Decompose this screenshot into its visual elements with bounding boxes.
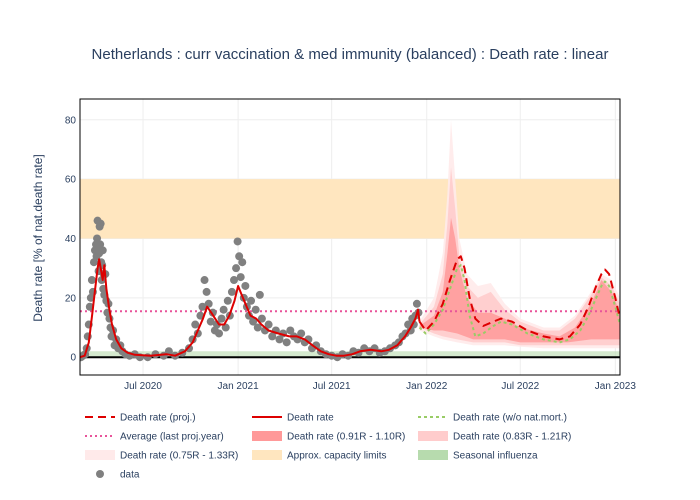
legend-label: Death rate (0.91R - 1.10R)	[287, 432, 405, 443]
plot-content	[80, 119, 620, 362]
legend-label: Seasonal influenza	[453, 451, 538, 462]
data-point	[164, 347, 173, 356]
legend-item: Death rate	[252, 413, 334, 424]
legend-swatch	[96, 470, 104, 478]
y-tick-label: 40	[65, 234, 77, 245]
legend-item: Death rate (0.91R - 1.10R)	[252, 431, 405, 443]
data-point	[249, 317, 258, 326]
data-point	[233, 237, 242, 246]
data-point	[215, 329, 224, 338]
data-point	[217, 314, 226, 323]
death-rate-line	[80, 258, 421, 359]
data-point	[202, 287, 211, 296]
y-axis-label: Death rate [% of nat.death rate]	[31, 154, 45, 321]
legend-item: Death rate (0.83R - 1.21R)	[418, 431, 571, 443]
data-point	[232, 264, 241, 273]
y-tick-label: 20	[65, 293, 77, 304]
data-point	[235, 252, 244, 261]
legend-item: data	[96, 470, 140, 481]
x-tick-label: Jan 2022	[406, 381, 448, 392]
data-point	[297, 329, 306, 338]
data-point	[212, 320, 221, 329]
data-point	[264, 320, 273, 329]
y-tick-label: 80	[65, 115, 77, 126]
legend-label: Death rate (proj.)	[120, 413, 196, 424]
data-point	[204, 299, 213, 308]
legend-label: Approx. capacity limits	[287, 451, 386, 462]
data-point	[98, 246, 107, 255]
data-point	[96, 219, 105, 228]
data-point	[93, 234, 102, 243]
legend-item: Death rate (w/o nat.mort.)	[418, 413, 567, 424]
legend-swatch	[85, 450, 115, 460]
y-tick-label: 60	[65, 175, 77, 186]
x-tick-label: Jan 2023	[595, 381, 637, 392]
data-point	[255, 290, 264, 299]
capacity-band	[80, 179, 620, 239]
data-point	[229, 276, 238, 285]
legend-label: Average (last proj.year)	[120, 432, 224, 443]
x-tick-label: Jul 2021	[313, 381, 351, 392]
data-point	[206, 317, 215, 326]
legend-item: Average (last proj.year)	[85, 432, 224, 443]
data-point	[282, 338, 291, 347]
legend-swatch	[418, 450, 448, 460]
legend-item: Seasonal influenza	[418, 450, 538, 462]
y-tick-label: 0	[70, 353, 76, 364]
x-tick-label: Jul 2022	[501, 381, 539, 392]
data-point	[253, 323, 262, 332]
legend-label: Death rate (w/o nat.mort.)	[453, 413, 567, 424]
plot-frame	[79, 98, 621, 376]
data-point	[238, 258, 247, 267]
legend-item: Death rate (proj.)	[85, 413, 196, 424]
data-point	[275, 335, 284, 344]
data-point	[219, 305, 228, 314]
legend-label: Death rate	[287, 413, 334, 424]
x-tick-label: Jan 2021	[218, 381, 260, 392]
plot-area: 0 20 40 60 80 Jul 2020 Jan 2021 Jul 2021 Jan 202…	[65, 98, 637, 392]
legend: Death rate (proj.) Death rate Death rate (…	[85, 413, 571, 481]
legend-swatch	[252, 450, 282, 460]
data-point	[223, 296, 232, 305]
legend-label: Death rate (0.83R - 1.21R)	[453, 432, 571, 443]
data-point	[251, 305, 260, 314]
data-point	[406, 326, 415, 335]
data-point	[268, 332, 277, 341]
legend-swatch	[418, 431, 448, 441]
data-point	[87, 276, 96, 285]
data-point	[244, 311, 253, 320]
data-point	[247, 296, 256, 305]
data-point	[257, 314, 266, 323]
data-point	[241, 281, 250, 290]
death-rate-proj-line	[418, 255, 620, 341]
data-point	[227, 287, 236, 296]
data-point	[286, 326, 295, 335]
legend-swatch	[252, 431, 282, 441]
chart-title: Netherlands : curr vaccination & med imm…	[92, 46, 609, 63]
data-point	[236, 273, 245, 282]
data-point	[221, 323, 230, 332]
legend-label: Death rate (0.75R - 1.33R)	[120, 451, 238, 462]
data-point	[412, 299, 421, 308]
data-point	[85, 302, 94, 311]
data-point	[198, 302, 207, 311]
x-tick-label: Jul 2020	[124, 381, 162, 392]
legend-item: Death rate (0.75R - 1.33R)	[85, 450, 238, 462]
data-point	[200, 276, 209, 285]
legend-label: data	[120, 470, 140, 481]
legend-item: Approx. capacity limits	[252, 450, 386, 462]
data-point	[191, 320, 200, 329]
band-083-121	[419, 167, 620, 346]
